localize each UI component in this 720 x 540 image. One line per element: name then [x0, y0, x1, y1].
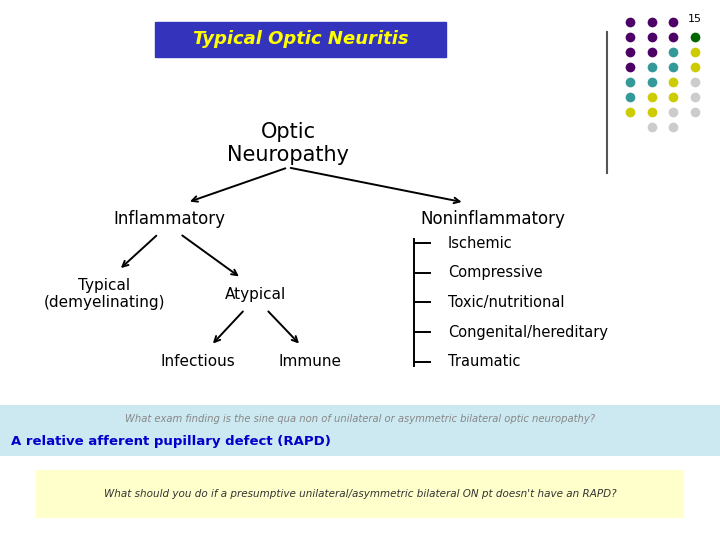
Text: Toxic/nutritional: Toxic/nutritional — [448, 295, 564, 310]
Text: Infectious: Infectious — [161, 354, 235, 369]
Text: Noninflammatory: Noninflammatory — [420, 210, 566, 228]
FancyBboxPatch shape — [36, 470, 684, 518]
Text: Ischemic: Ischemic — [448, 235, 513, 251]
Text: A relative afferent pupillary defect (RAPD): A relative afferent pupillary defect (RA… — [11, 435, 330, 448]
Text: Congenital/hereditary: Congenital/hereditary — [448, 325, 608, 340]
Text: Typical Optic Neuritis: Typical Optic Neuritis — [193, 30, 409, 48]
FancyBboxPatch shape — [155, 22, 446, 57]
FancyBboxPatch shape — [0, 405, 720, 456]
Text: Compressive: Compressive — [448, 265, 542, 280]
Text: 15: 15 — [688, 14, 702, 24]
Text: Immune: Immune — [278, 354, 341, 369]
Text: Inflammatory: Inflammatory — [113, 210, 225, 228]
Text: Optic
Neuropathy: Optic Neuropathy — [227, 122, 349, 165]
Text: Atypical: Atypical — [225, 287, 287, 302]
Text: Traumatic: Traumatic — [448, 354, 521, 369]
Text: Typical
(demyelinating): Typical (demyelinating) — [44, 278, 165, 310]
Text: What should you do if a presumptive unilateral/asymmetric bilateral ON pt doesn': What should you do if a presumptive unil… — [104, 489, 616, 499]
Text: What exam finding is the sine qua non of unilateral or asymmetric bilateral opti: What exam finding is the sine qua non of… — [125, 414, 595, 424]
